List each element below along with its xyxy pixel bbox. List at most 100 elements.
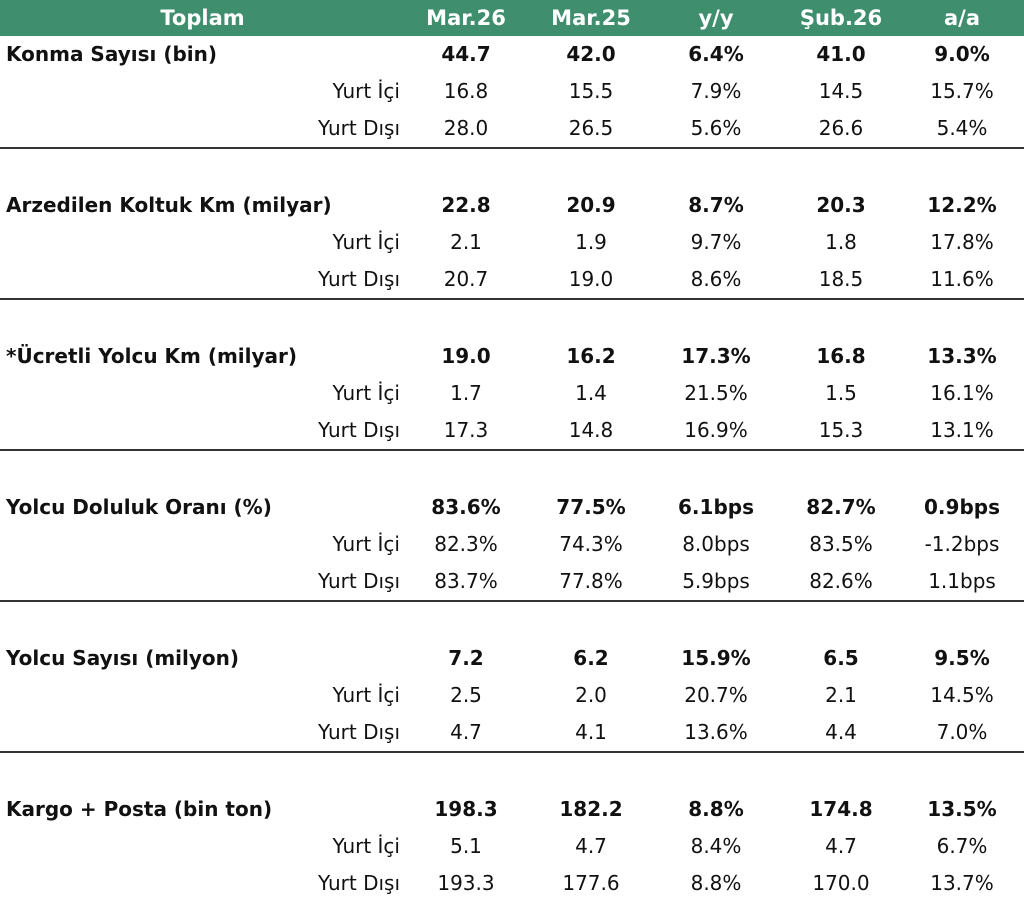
cell-mar26: 2.5	[450, 683, 482, 707]
cell-mar26: 44.7	[441, 42, 491, 66]
cell-sub26: 82.7%	[806, 495, 876, 519]
group-divider	[0, 751, 1024, 753]
table-row-ydo-yurt-disi: Yurt Dışı 83.7% 77.8% 5.9bps 82.6% 1.1bp…	[0, 563, 1024, 600]
row-label: Konma Sayısı (bin)	[6, 42, 218, 66]
cell-sub26: 6.5	[823, 646, 859, 670]
group-divider	[0, 600, 1024, 602]
table-header: Toplam Mar.26 Mar.25 y/y Şub.26 a/a	[0, 0, 1024, 36]
cell-yoy: 8.7%	[688, 193, 744, 217]
cell-mom: 9.0%	[934, 42, 990, 66]
cell-sub26: 14.5	[818, 79, 864, 103]
cell-mar25: 77.5%	[556, 495, 626, 519]
table-row-kp-yurt-disi: Yurt Dışı 193.3 177.6 8.8% 170.0 13.7%	[0, 865, 1024, 902]
row-label: Yurt İçi	[332, 683, 400, 707]
cell-mar26: 2.1	[450, 230, 482, 254]
group-spacer	[0, 602, 1024, 640]
cell-sub26: 41.0	[816, 42, 866, 66]
cell-yoy: 6.1bps	[678, 495, 754, 519]
cell-mar26: 20.7	[443, 267, 489, 291]
cell-mar26: 83.6%	[431, 495, 501, 519]
cell-sub26: 1.8	[825, 230, 857, 254]
cell-mom: 11.6%	[930, 267, 994, 291]
group-spacer	[0, 149, 1024, 187]
row-label: Yurt İçi	[332, 381, 400, 405]
row-label: Yurt Dışı	[318, 418, 400, 442]
cell-mom: 1.1bps	[928, 569, 996, 593]
cell-mar25: 4.7	[575, 834, 607, 858]
row-label: Yurt Dışı	[318, 871, 400, 895]
group-spacer	[0, 753, 1024, 791]
cell-mar26: 4.7	[450, 720, 482, 744]
cell-sub26: 4.7	[825, 834, 857, 858]
group-divider	[0, 298, 1024, 300]
header-col-yoy: y/y	[698, 6, 734, 30]
row-label: Yurt İçi	[332, 834, 400, 858]
cell-yoy: 15.9%	[681, 646, 751, 670]
table-row-akk-yurt-ici: Yurt İçi 2.1 1.9 9.7% 1.8 17.8%	[0, 224, 1024, 261]
cell-mar26: 7.2	[448, 646, 484, 670]
cell-mar25: 1.4	[575, 381, 607, 405]
cell-yoy: 20.7%	[684, 683, 748, 707]
table-row-konma-yurt-disi: Yurt Dışı 28.0 26.5 5.6% 26.6 5.4%	[0, 110, 1024, 147]
header-title: Toplam	[160, 6, 245, 30]
row-label: Yurt Dışı	[318, 267, 400, 291]
cell-mar25: 16.2	[566, 344, 616, 368]
cell-yoy: 8.8%	[688, 797, 744, 821]
cell-mar25: 15.5	[568, 79, 614, 103]
cell-sub26: 16.8	[816, 344, 866, 368]
cell-mom: 13.5%	[927, 797, 997, 821]
cell-sub26: 83.5%	[809, 532, 873, 556]
row-label: Yurt Dışı	[318, 116, 400, 140]
table-row-yolcu-sayisi: Yolcu Sayısı (milyon) 7.2 6.2 15.9% 6.5 …	[0, 640, 1024, 677]
table-body: Konma Sayısı (bin) 44.7 42.0 6.4% 41.0 9…	[0, 36, 1024, 902]
cell-mar26: 83.7%	[434, 569, 498, 593]
table-row-uyk-yurt-ici: Yurt İçi 1.7 1.4 21.5% 1.5 16.1%	[0, 375, 1024, 412]
cell-mar26: 17.3	[443, 418, 489, 442]
cell-mar25: 20.9	[566, 193, 616, 217]
cell-mar26: 82.3%	[434, 532, 498, 556]
cell-yoy: 17.3%	[681, 344, 751, 368]
cell-yoy: 16.9%	[684, 418, 748, 442]
cell-sub26: 15.3	[818, 418, 864, 442]
row-label: Yurt İçi	[332, 230, 400, 254]
cell-mar25: 4.1	[575, 720, 607, 744]
group-divider	[0, 147, 1024, 149]
cell-mar26: 193.3	[437, 871, 495, 895]
table-row-ys-yurt-disi: Yurt Dışı 4.7 4.1 13.6% 4.4 7.0%	[0, 714, 1024, 751]
cell-mar25: 26.5	[568, 116, 614, 140]
cell-mom: 13.1%	[930, 418, 994, 442]
row-label: *Ücretli Yolcu Km (milyar)	[6, 344, 298, 368]
group-spacer	[0, 451, 1024, 489]
table-row-ydo-yurt-ici: Yurt İçi 82.3% 74.3% 8.0bps 83.5% -1.2bp…	[0, 526, 1024, 563]
cell-mom: 13.7%	[930, 871, 994, 895]
cell-sub26: 26.6	[818, 116, 864, 140]
cell-mar25: 74.3%	[559, 532, 623, 556]
cell-mar26: 16.8	[443, 79, 489, 103]
cell-mar25: 14.8	[568, 418, 614, 442]
table-row-konma-yurt-ici: Yurt İçi 16.8 15.5 7.9% 14.5 15.7%	[0, 73, 1024, 110]
cell-yoy: 8.8%	[690, 871, 742, 895]
cell-mar26: 28.0	[443, 116, 489, 140]
cell-mom: 12.2%	[927, 193, 997, 217]
cell-mar25: 19.0	[568, 267, 614, 291]
cell-sub26: 170.0	[812, 871, 870, 895]
cell-sub26: 82.6%	[809, 569, 873, 593]
table-row-yolcu-doluluk-orani: Yolcu Doluluk Oranı (%) 83.6% 77.5% 6.1b…	[0, 489, 1024, 526]
cell-mar26: 5.1	[450, 834, 482, 858]
table-row-uyk-yurt-disi: Yurt Dışı 17.3 14.8 16.9% 15.3 13.1%	[0, 412, 1024, 449]
cell-mom: 15.7%	[930, 79, 994, 103]
cell-yoy: 9.7%	[690, 230, 742, 254]
cell-yoy: 8.4%	[690, 834, 742, 858]
cell-yoy: 7.9%	[690, 79, 742, 103]
cell-sub26: 18.5	[818, 267, 864, 291]
cell-mar25: 182.2	[559, 797, 623, 821]
header-col-sub26: Şub.26	[799, 6, 883, 30]
cell-mar25: 77.8%	[559, 569, 623, 593]
cell-mar26: 1.7	[450, 381, 482, 405]
cell-mar25: 42.0	[566, 42, 616, 66]
cell-mar25: 2.0	[575, 683, 607, 707]
row-label: Yurt Dışı	[318, 569, 400, 593]
cell-mom: 6.7%	[936, 834, 988, 858]
cell-mar26: 198.3	[434, 797, 498, 821]
